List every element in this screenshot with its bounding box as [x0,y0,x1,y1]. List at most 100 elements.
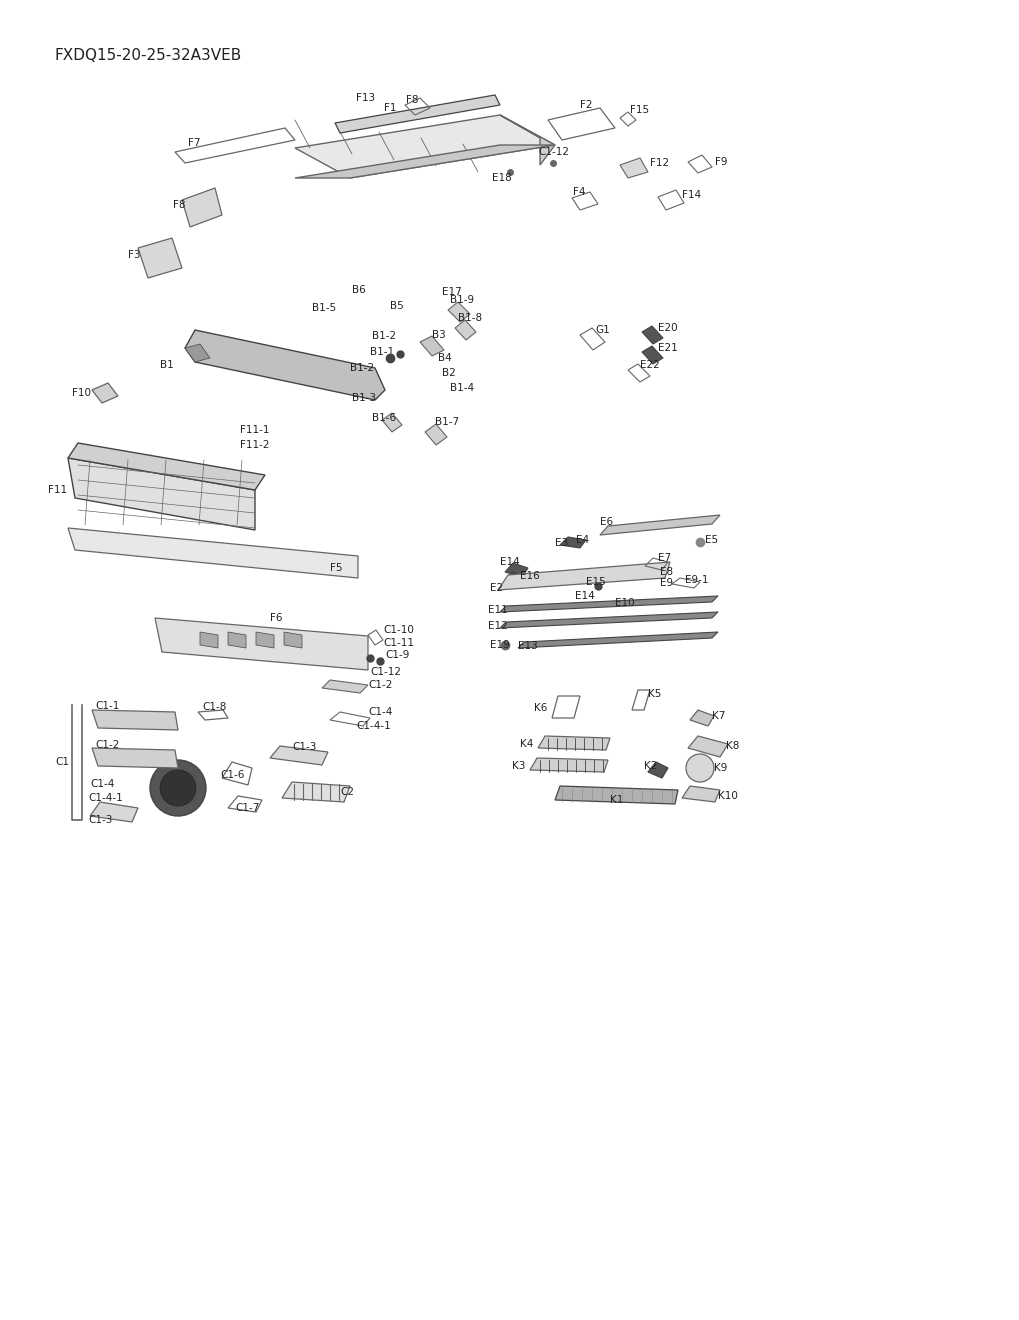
Text: K1: K1 [609,795,623,805]
Polygon shape [90,803,138,822]
Polygon shape [499,612,717,628]
Text: E16: E16 [520,572,539,581]
Text: F13: F13 [356,92,375,103]
Text: E13: E13 [518,642,537,651]
Polygon shape [688,737,728,756]
Polygon shape [155,618,368,671]
Text: E9: E9 [659,578,673,587]
Text: B6: B6 [352,285,366,294]
Polygon shape [281,781,350,803]
Polygon shape [294,145,554,178]
Polygon shape [504,564,528,577]
Text: B3: B3 [432,330,445,341]
Text: E5: E5 [704,535,717,545]
Text: C1-2: C1-2 [95,741,119,750]
Polygon shape [68,528,358,578]
Circle shape [686,754,713,781]
Polygon shape [256,632,274,648]
Polygon shape [689,710,713,726]
Text: C1-3: C1-3 [88,814,112,825]
Text: B1-1: B1-1 [370,347,393,356]
Text: E15: E15 [586,577,605,587]
Polygon shape [530,758,607,772]
Text: K3: K3 [512,762,525,771]
Polygon shape [200,632,218,648]
Text: C1-10: C1-10 [382,624,414,635]
Polygon shape [499,115,554,165]
Text: C1-12: C1-12 [370,667,400,677]
Polygon shape [518,632,717,648]
Text: F5: F5 [330,564,342,573]
Text: B2: B2 [441,368,455,378]
Text: E9-1: E9-1 [685,576,708,585]
Polygon shape [420,337,443,356]
Text: F11: F11 [48,484,67,495]
Text: E6: E6 [599,517,612,527]
Polygon shape [92,383,118,403]
Text: C2: C2 [339,787,354,797]
Text: K2: K2 [643,762,656,771]
Text: F3: F3 [127,249,141,260]
Text: E11: E11 [487,605,507,615]
Text: C1-2: C1-2 [368,680,392,690]
Polygon shape [92,710,178,730]
Text: E10: E10 [614,598,634,609]
Text: F11-1: F11-1 [239,425,269,436]
Polygon shape [641,346,662,364]
Text: B1-7: B1-7 [434,417,459,426]
Text: F12: F12 [649,158,668,168]
Polygon shape [599,515,719,535]
Text: F8: F8 [173,201,185,210]
Text: FXDQ15-20-25-32A3VEB: FXDQ15-20-25-32A3VEB [55,48,243,62]
Text: E4: E4 [576,535,589,545]
Polygon shape [647,762,667,777]
Polygon shape [322,680,368,693]
Polygon shape [228,632,246,648]
Text: C1-4: C1-4 [368,708,392,717]
Text: B1-2: B1-2 [372,331,395,341]
Text: C1: C1 [55,756,69,767]
Text: E19: E19 [489,640,510,649]
Text: C1-6: C1-6 [220,770,245,780]
Text: C1-8: C1-8 [202,702,226,711]
Text: F14: F14 [682,190,700,201]
Text: B1-9: B1-9 [449,294,474,305]
Text: E12: E12 [487,620,507,631]
Polygon shape [184,345,210,362]
Text: C1-4-1: C1-4-1 [88,793,122,803]
Text: K8: K8 [726,741,739,751]
Polygon shape [682,785,719,803]
Text: E18: E18 [491,173,512,183]
Text: C1-4: C1-4 [90,779,114,789]
Text: B1-3: B1-3 [352,393,376,403]
Polygon shape [499,597,717,612]
Text: E20: E20 [657,323,677,333]
Text: B4: B4 [437,352,451,363]
Text: E14: E14 [499,557,520,568]
Circle shape [150,760,206,816]
Text: B1: B1 [160,360,173,370]
Polygon shape [497,562,669,590]
Text: G1: G1 [594,325,609,335]
Polygon shape [294,115,554,178]
Text: F7: F7 [187,139,201,148]
Polygon shape [270,746,328,766]
Text: C1-3: C1-3 [291,742,316,752]
Text: K6: K6 [534,704,547,713]
Polygon shape [92,748,178,768]
Text: B1-4: B1-4 [449,383,474,393]
Text: F2: F2 [580,100,592,110]
Polygon shape [425,424,446,445]
Polygon shape [620,158,647,178]
Text: C1-4-1: C1-4-1 [356,721,390,731]
Text: C1-9: C1-9 [384,649,409,660]
Text: B5: B5 [389,301,404,312]
Polygon shape [537,737,609,750]
Text: K7: K7 [711,711,725,721]
Text: F6: F6 [270,612,282,623]
Text: B1-8: B1-8 [458,313,482,323]
Text: C1-12: C1-12 [537,147,569,157]
Text: E3: E3 [554,539,568,548]
Text: E17: E17 [441,286,462,297]
Polygon shape [334,95,499,133]
